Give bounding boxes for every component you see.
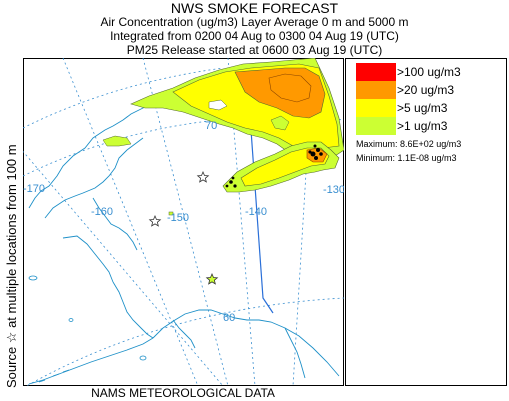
coast-gulf-of-alaska [152, 309, 340, 377]
coast-yukon-delta [62, 235, 114, 283]
meteorological-data-label: NAMS METEOROLOGICAL DATA [91, 386, 275, 400]
lon-label: -150 [167, 212, 189, 224]
smoke-orange-interior [306, 147, 328, 163]
smoke-plume-interior [222, 141, 340, 193]
legend-row: >100 ug/m3 [356, 63, 504, 81]
lon-label: -130 [323, 184, 344, 196]
smoke-speck [168, 211, 174, 216]
source-cluster-west [225, 176, 237, 188]
lon-label: -170 [23, 183, 45, 195]
islands [28, 275, 147, 361]
smoke-green-fragment [102, 135, 132, 147]
legend-label: >1 ug/m3 [397, 119, 448, 133]
smoke-map: -170 -160 -150 -140 -130 70 60 [23, 58, 344, 386]
coast-kenai [172, 319, 196, 349]
graticule-labels: -170 -160 -150 -140 -130 70 60 [23, 120, 344, 324]
source-star-icon [196, 170, 210, 183]
coast-aleutians [38, 369, 70, 383]
source-location-label: Source ☆ at multiple locations from 100 … [4, 144, 19, 388]
coast-chukotka [44, 137, 144, 219]
smoke-gap-1 [208, 99, 228, 111]
release-info: PM25 Release started at 0600 03 Aug 19 (… [126, 43, 383, 57]
legend-swatch [356, 63, 396, 81]
integration-period: Integrated from 0200 04 Aug to 0300 04 A… [110, 29, 399, 43]
source-star-icon [205, 272, 219, 285]
coast-alaska-peninsula [28, 337, 154, 385]
smoke-orange-core-north [268, 73, 312, 103]
legend-row: >5 ug/m3 [356, 99, 504, 117]
max-concentration: Maximum: 8.6E+02 ug/m3 [356, 139, 462, 149]
coast-bristol-bay [112, 281, 154, 339]
legend-swatch [356, 99, 396, 117]
smoke-plume-north [102, 58, 344, 159]
coastline [28, 83, 340, 385]
source-cluster-east [308, 144, 323, 160]
island-nunivak [68, 318, 74, 322]
source-star-icon [148, 214, 162, 227]
legend-row: >20 ug/m3 [356, 81, 504, 99]
smoke-gap-2 [270, 115, 290, 131]
coast-panhandle [284, 327, 306, 379]
min-concentration: Minimum: 1.1E-08 ug/m3 [356, 153, 457, 163]
concentration-subtitle: Air Concentration (ug/m3) Layer Average … [100, 15, 409, 29]
lat-label: 70 [205, 120, 217, 132]
coast-norton-sound [92, 197, 138, 251]
meridian-160 [62, 58, 199, 386]
legend-swatch [356, 81, 396, 99]
legend: >100 ug/m3 >20 ug/m3 >5 ug/m3 >1 ug/m3 M… [345, 58, 507, 386]
island-st-lawrence [28, 275, 38, 281]
island-kodiak [139, 355, 147, 361]
meridian-170 [23, 150, 224, 386]
lon-label: -140 [245, 206, 267, 218]
legend-row: >1 ug/m3 [356, 117, 504, 135]
source-markers [148, 170, 219, 285]
forecast-title: NWS SMOKE FORECAST [170, 0, 339, 16]
meridian-150 [142, 58, 229, 386]
legend-label: >20 ug/m3 [397, 83, 455, 97]
legend-label: >100 ug/m3 [397, 65, 461, 79]
lon-label: -160 [91, 206, 113, 218]
lat-label: 60 [223, 312, 235, 324]
legend-label: >5 ug/m3 [397, 101, 448, 115]
legend-swatch [356, 117, 396, 135]
